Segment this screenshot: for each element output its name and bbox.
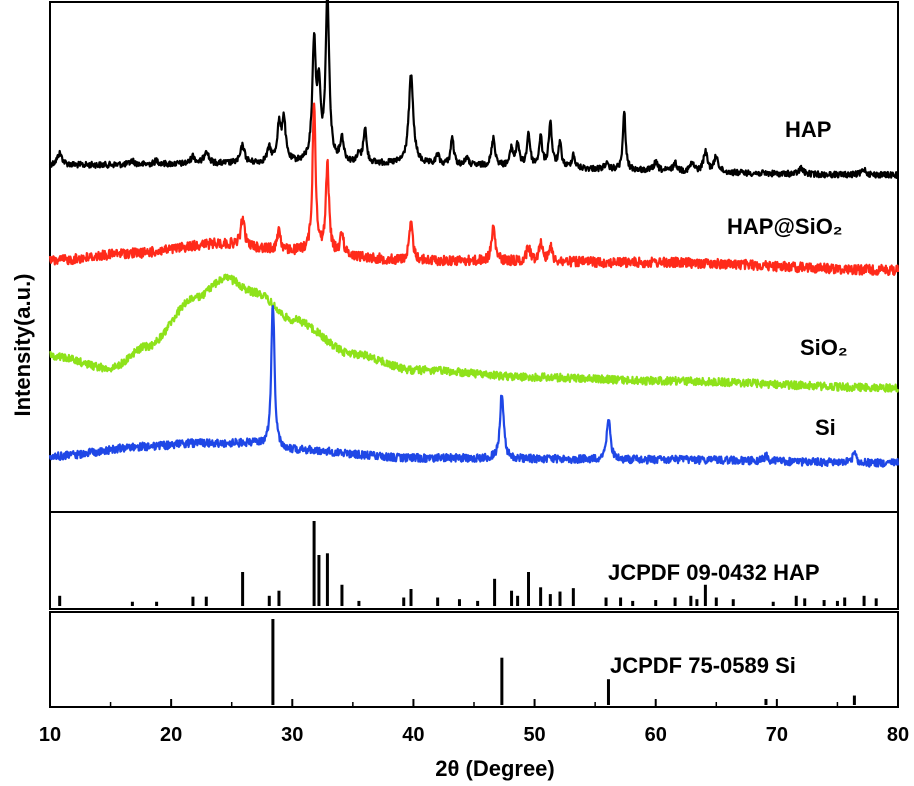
reference-panel-hap-frame bbox=[49, 511, 899, 610]
series-label-sio2: SiO₂ bbox=[800, 335, 848, 360]
series-label-hap: HAP bbox=[785, 117, 831, 142]
x-tick-label: 10 bbox=[39, 724, 61, 746]
x-tick-label: 20 bbox=[160, 724, 182, 746]
x-tick-label: 80 bbox=[887, 724, 909, 746]
series-label-hap-sio2: HAP@SiO₂ bbox=[727, 214, 843, 239]
x-tick-label: 50 bbox=[523, 724, 545, 746]
x-tick-label: 40 bbox=[402, 724, 424, 746]
main-plot-area bbox=[48, 0, 900, 513]
x-axis: 10 20 30 40 50 60 70 80 bbox=[39, 699, 909, 746]
series-line-2 bbox=[49, 273, 900, 393]
x-tick-label: 30 bbox=[281, 724, 303, 746]
y-axis-label: Intensity(a.u.) bbox=[10, 273, 35, 416]
reference-panel-hap bbox=[49, 511, 899, 610]
series-label-si: Si bbox=[815, 415, 836, 440]
x-axis-label: 2θ (Degree) bbox=[435, 756, 555, 781]
x-tick-label: 70 bbox=[766, 724, 788, 746]
series-line-3 bbox=[48, 305, 900, 468]
reference-label-hap: JCPDF 09-0432 HAP bbox=[608, 560, 820, 585]
x-tick-label: 60 bbox=[645, 724, 667, 746]
reference-label-si: JCPDF 75-0589 Si bbox=[610, 653, 796, 678]
series-line-1 bbox=[48, 102, 900, 276]
series-line-0 bbox=[48, 0, 900, 179]
